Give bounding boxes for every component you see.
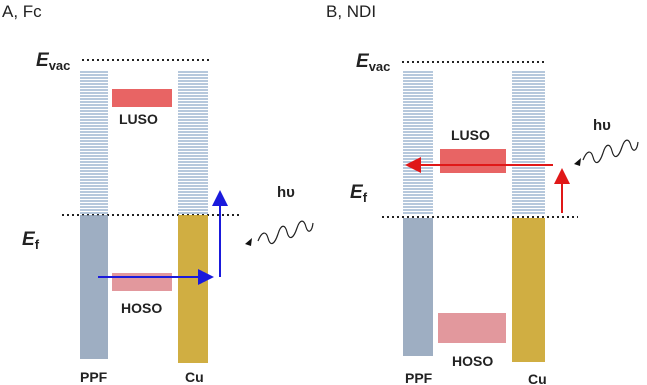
cu-empty-states — [512, 71, 545, 214]
hoso-levels — [438, 313, 506, 343]
photon-arrowhead — [245, 238, 252, 246]
luso-levels — [440, 149, 506, 173]
cu-filled-states — [512, 218, 545, 362]
cu-label: Cu — [528, 371, 547, 385]
luso-levels — [112, 89, 172, 107]
ppf-label: PPF — [405, 370, 433, 385]
cu-filled-states — [178, 215, 208, 363]
hoso-label: HOSO — [452, 353, 493, 369]
panel-a-title: A, Fc — [2, 2, 42, 21]
hoso-label: HOSO — [121, 300, 162, 316]
fermi-level-label: Ef — [22, 229, 40, 252]
ppf-filled-states — [403, 218, 433, 356]
vacuum-level-label: Evac — [36, 50, 70, 73]
vacuum-level-label: Evac — [356, 51, 390, 74]
ppf-empty-states — [80, 71, 108, 214]
photon-icon — [582, 139, 639, 164]
photon-icon — [257, 220, 314, 245]
fermi-level-label: Ef — [350, 182, 368, 205]
cu-empty-states — [178, 71, 208, 214]
photon-label: hυ — [277, 184, 295, 201]
photon-arrowhead — [574, 158, 581, 166]
panel-b: Evac Ef LUSO HOSO PPF Cu hυ — [350, 51, 639, 385]
ppf-filled-states — [80, 215, 108, 359]
panel-a: Evac Ef LUSO HOSO PPF Cu hυ — [22, 50, 314, 385]
luso-label: LUSO — [119, 111, 158, 127]
panel-b-title: B, NDI — [326, 2, 377, 21]
cu-label: Cu — [185, 369, 204, 385]
ppf-empty-states — [403, 71, 433, 214]
ppf-label: PPF — [80, 369, 108, 385]
photon-label: hυ — [593, 117, 611, 134]
luso-label: LUSO — [451, 127, 490, 143]
